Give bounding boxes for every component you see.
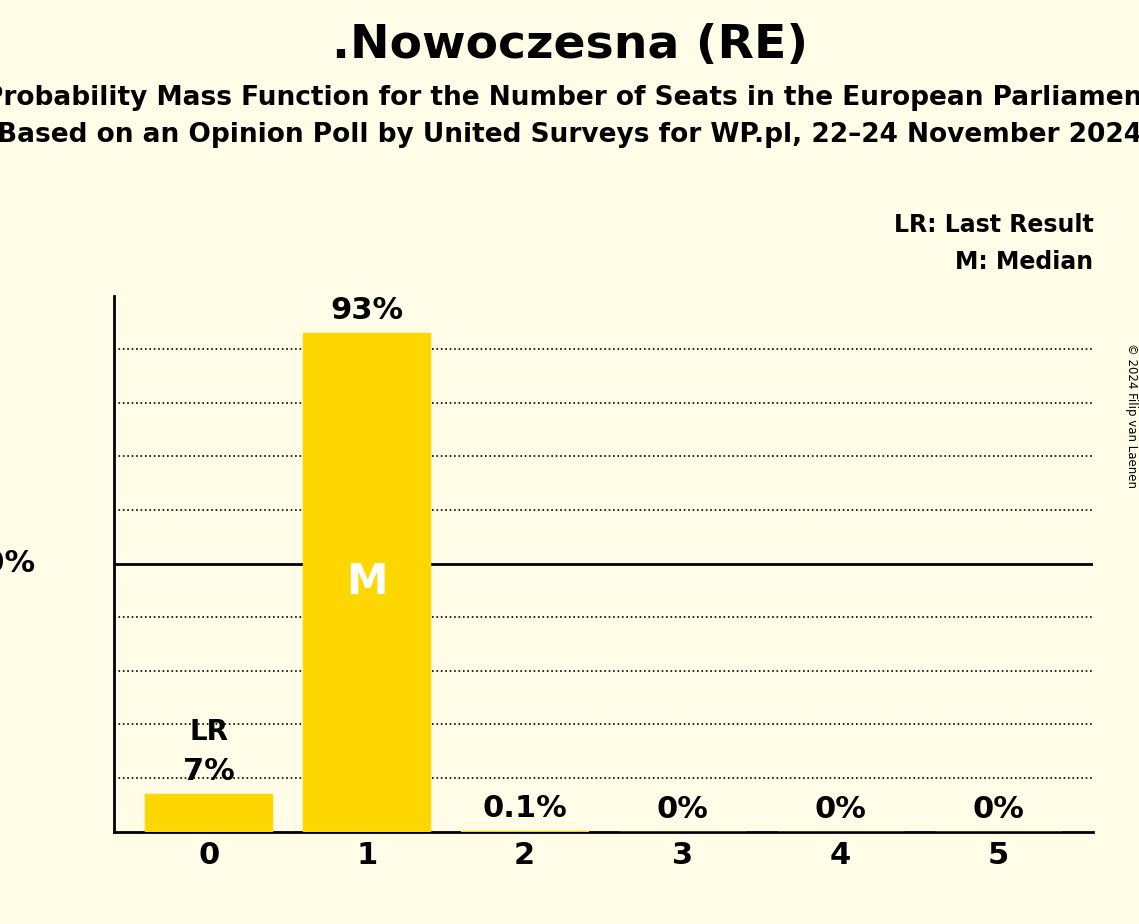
Text: Probability Mass Function for the Number of Seats in the European Parliament: Probability Mass Function for the Number… (0, 85, 1139, 111)
Bar (146, 794, 272, 832)
Text: LR: Last Result: LR: Last Result (894, 213, 1093, 237)
Text: 7%: 7% (183, 757, 235, 786)
Text: .Nowoczesna (RE): .Nowoczesna (RE) (331, 23, 808, 68)
Text: 0%: 0% (657, 795, 708, 823)
Text: 0%: 0% (814, 795, 867, 823)
Text: © 2024 Filip van Laenen: © 2024 Filip van Laenen (1124, 344, 1138, 488)
Text: 0%: 0% (973, 795, 1025, 823)
Text: M: M (346, 562, 387, 603)
Text: 93%: 93% (330, 297, 403, 325)
Text: 0.1%: 0.1% (482, 794, 567, 823)
Bar (303, 334, 429, 832)
Text: Based on an Opinion Poll by United Surveys for WP.pl, 22–24 November 2024: Based on an Opinion Poll by United Surve… (0, 122, 1139, 148)
Text: 50%: 50% (0, 549, 35, 578)
Text: LR: LR (189, 718, 228, 746)
Text: M: Median: M: Median (956, 250, 1093, 274)
